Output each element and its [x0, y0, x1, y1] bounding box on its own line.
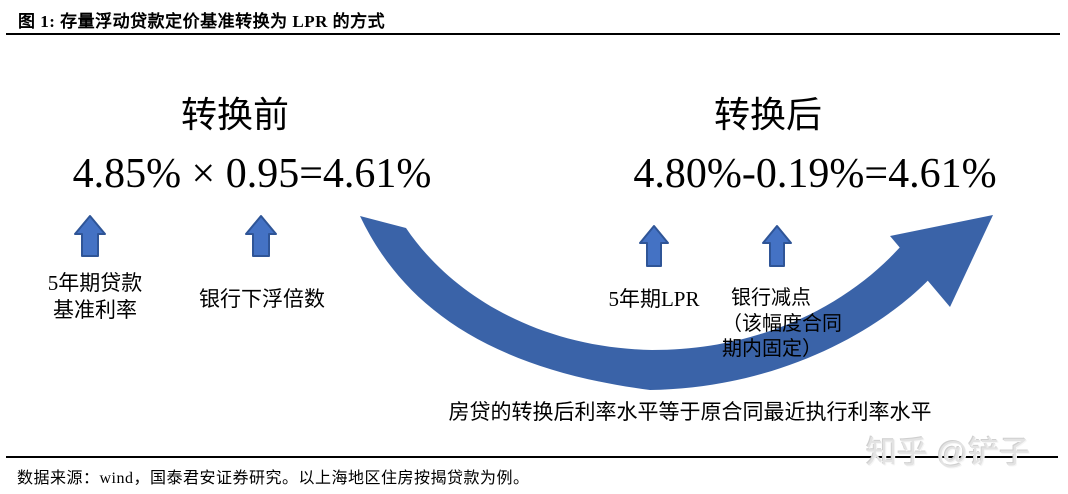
conversion-note-text: 房贷的转换后利率水平等于原合同最近执行利率水平 [448, 400, 932, 424]
watermark-text: 知乎 @铲子 [866, 435, 1031, 470]
up-arrow-icon [762, 225, 792, 267]
title-divider-line [6, 33, 1060, 35]
bank-deduction-label-line3: 期内固定） [722, 338, 822, 361]
after-conversion-heading: 转换后 [713, 95, 822, 135]
after-conversion-formula: 4.80%-0.19%=4.61% [633, 151, 997, 197]
up-arrow-icon [74, 215, 106, 257]
data-source-text: 数据来源：wind，国泰君安证券研究。以上海地区住房按揭贷款为例。 [17, 470, 530, 487]
benchmark-rate-label-line2: 基准利率 [53, 297, 137, 322]
before-conversion-formula: 4.85% × 0.95=4.61% [72, 151, 432, 197]
figure-title: 图 1: 存量浮动贷款定价基准转换为 LPR 的方式 [18, 12, 386, 31]
before-conversion-heading: 转换前 [180, 95, 289, 135]
up-arrow-icon [245, 215, 277, 257]
bank-deduction-label-line1: 银行减点 [731, 287, 811, 309]
footer-divider-line [6, 456, 1058, 458]
bank-deduction-label-line2: （该幅度合同 [722, 312, 842, 335]
five-year-lpr-label: 5年期LPR [608, 287, 700, 311]
up-arrow-icon [639, 225, 669, 267]
benchmark-rate-label: 5年期贷款 基准利率 [28, 270, 162, 324]
bank-discount-multiplier-label: 银行下浮倍数 [199, 287, 325, 311]
bank-deduction-label: 银行减点 （该幅度合同 期内固定） [722, 286, 892, 363]
curved-swoosh-arrow-head [890, 215, 993, 307]
benchmark-rate-label-line1: 5年期贷款 [47, 271, 143, 295]
